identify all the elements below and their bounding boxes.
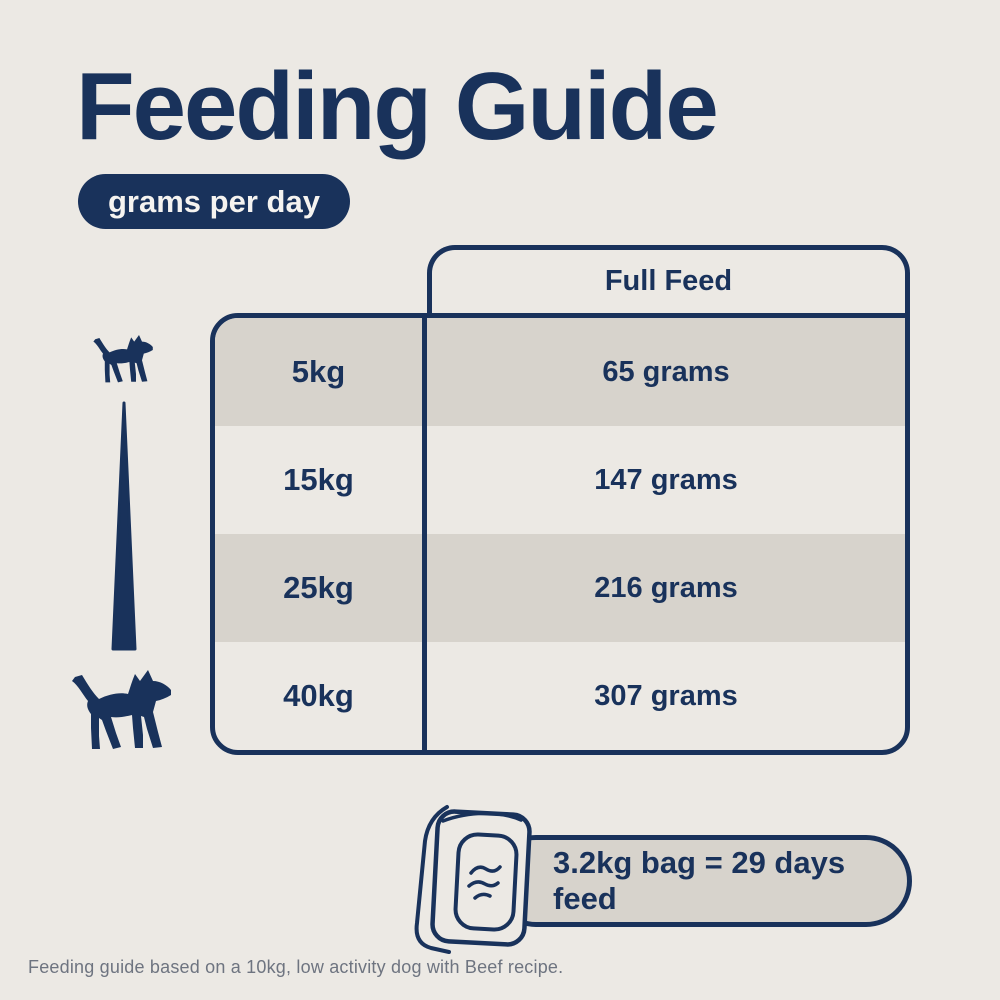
table-row: 40kg 307 grams [215, 642, 905, 750]
amount-cell: 216 grams [594, 571, 738, 604]
feeding-table: 5kg 65 grams 15kg 147 grams 25kg 216 gra… [210, 313, 910, 755]
weight-cell: 15kg [215, 426, 427, 534]
amount-cell: 147 grams [594, 463, 738, 496]
table-row: 5kg 65 grams [215, 318, 905, 426]
column-header-full-feed: Full Feed [427, 245, 910, 313]
weight-cell: 40kg [215, 642, 427, 750]
table-row: 15kg 147 grams [215, 426, 905, 534]
bag-equivalence-pill: 3.2kg bag = 29 days feed [490, 835, 912, 927]
amount-cell: 65 grams [602, 355, 730, 388]
food-bag-icon [414, 805, 532, 954]
weight-cell: 25kg [215, 534, 427, 642]
bag-equivalence-label: 3.2kg bag = 29 days feed [553, 845, 846, 916]
table-row: 25kg 216 grams [215, 534, 905, 642]
unit-badge: grams per day [78, 174, 350, 229]
large-dog-icon [72, 670, 171, 749]
footnote: Feeding guide based on a 10kg, low activ… [28, 957, 564, 977]
size-scale-taper [111, 401, 137, 651]
weight-cell: 5kg [215, 318, 427, 426]
amount-cell: 307 grams [594, 679, 738, 712]
page-title: Feeding Guide [76, 53, 719, 160]
small-dog-icon [93, 335, 153, 383]
